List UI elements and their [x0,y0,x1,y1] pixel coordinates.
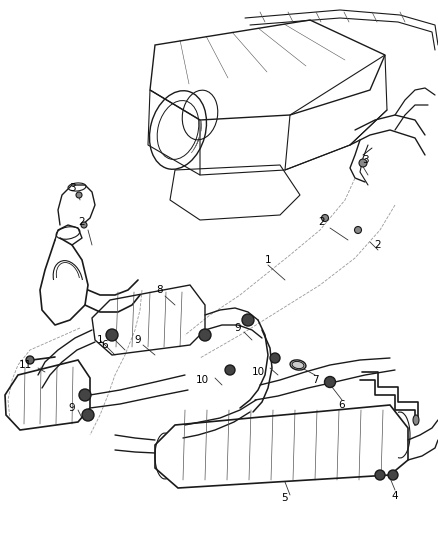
Ellipse shape [81,222,87,228]
Text: 8: 8 [157,285,163,295]
Ellipse shape [199,329,211,341]
Text: 11: 11 [18,360,32,370]
Text: 9: 9 [235,323,241,333]
Text: 7: 7 [312,375,318,385]
Ellipse shape [26,356,34,364]
Ellipse shape [413,415,419,425]
Ellipse shape [325,376,336,387]
Text: 1: 1 [265,255,271,265]
Ellipse shape [225,365,235,375]
Text: 1: 1 [97,335,103,345]
Ellipse shape [79,389,91,401]
Ellipse shape [82,409,94,421]
Ellipse shape [321,214,328,222]
Text: 6: 6 [339,400,345,410]
Text: 4: 4 [392,491,398,501]
Text: 9: 9 [135,335,141,345]
Text: 9: 9 [69,403,75,413]
Text: 6: 6 [102,340,108,350]
Ellipse shape [375,470,385,480]
Text: 5: 5 [282,493,288,503]
Ellipse shape [290,360,306,370]
Ellipse shape [388,470,398,480]
Text: 10: 10 [251,367,265,377]
Ellipse shape [359,159,367,167]
Text: 3: 3 [69,183,75,193]
Text: 2: 2 [374,240,381,250]
Text: 2: 2 [319,217,325,227]
Ellipse shape [106,329,118,341]
Ellipse shape [76,192,82,198]
Ellipse shape [242,314,254,326]
Text: 2: 2 [79,217,85,227]
Ellipse shape [354,227,361,233]
Text: 10: 10 [195,375,208,385]
Text: 3: 3 [362,155,368,165]
Ellipse shape [270,353,280,363]
